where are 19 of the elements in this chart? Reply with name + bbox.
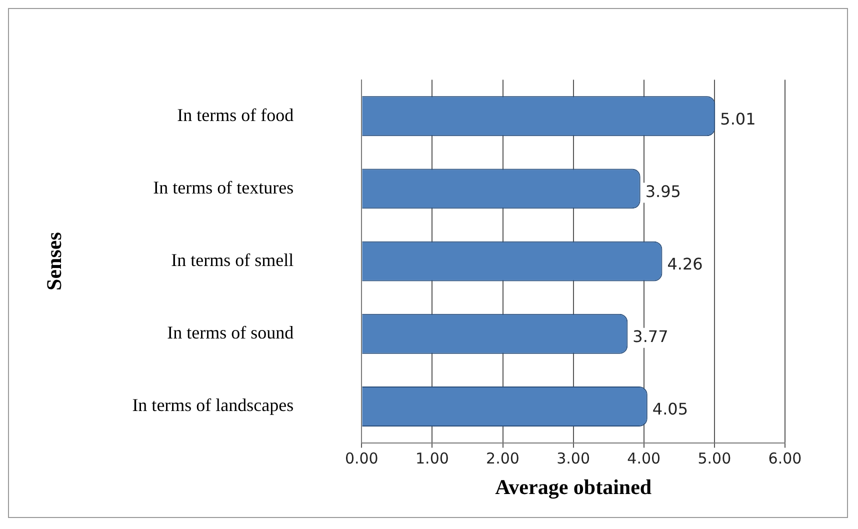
data-label: 3.77 [632,327,668,346]
y-tick-label: In terms of sound [167,322,294,343]
y-tick-label: In terms of landscapes [132,395,294,416]
x-tick-label: 4.00 [627,450,661,468]
x-tick-label: 5.00 [698,450,732,468]
y-tick-label: In terms of food [177,104,294,125]
y-axis-title: Senses [42,232,66,290]
x-tick-label: 2.00 [486,450,520,468]
x-tick-label: 1.00 [416,450,449,468]
data-label: 3.95 [645,182,681,201]
x-tick-label: 6.00 [768,450,802,468]
data-label: 5.01 [720,109,756,128]
y-tick-label: In terms of textures [153,177,294,198]
data-label: 4.05 [652,400,688,419]
x-axis-title: Average obtained [495,474,652,499]
x-tick-label: 0.00 [344,450,378,468]
data-label: 4.26 [667,254,703,274]
y-tick-label: In terms of smell [171,250,294,270]
x-tick-label: 3.00 [556,450,590,468]
